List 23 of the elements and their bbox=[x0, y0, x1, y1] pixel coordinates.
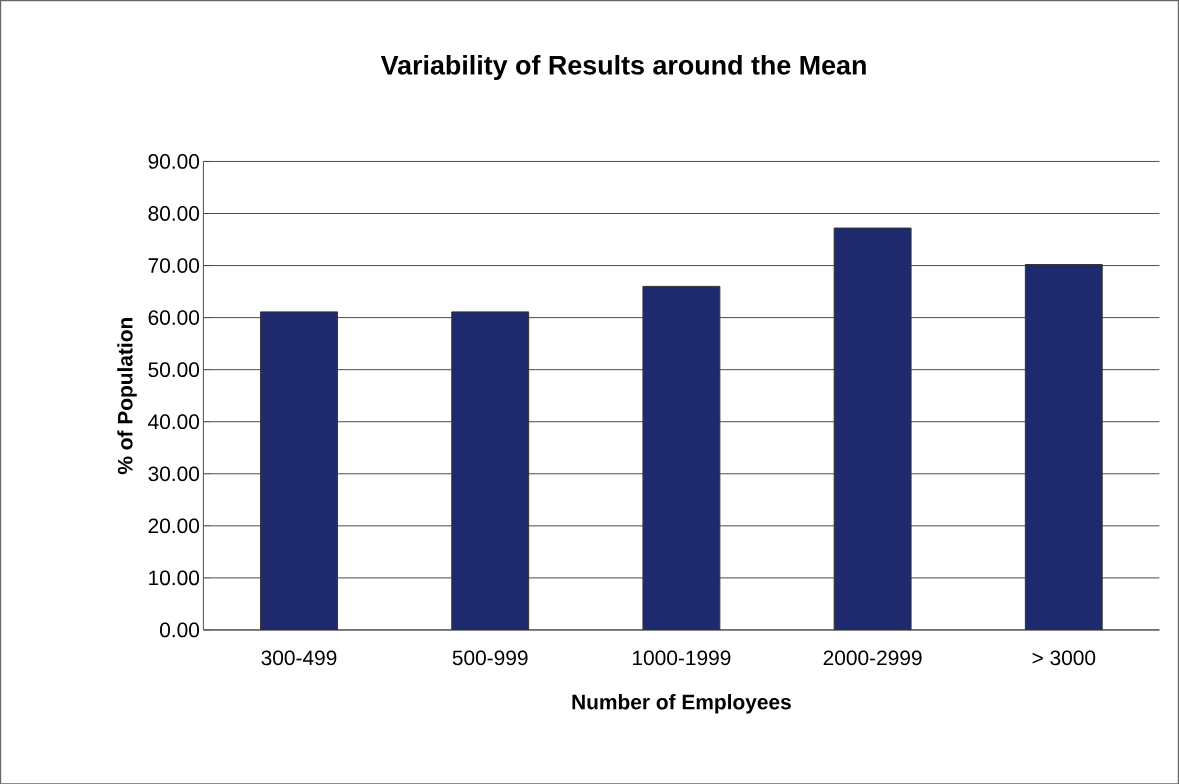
y-tick-label: 90.00 bbox=[148, 153, 200, 169]
y-tick-label: 60.00 bbox=[148, 310, 200, 325]
bar bbox=[833, 227, 912, 630]
y-axis-title: % of Population bbox=[117, 317, 137, 474]
y-tick-label: 70.00 bbox=[148, 257, 200, 273]
bar bbox=[642, 285, 721, 630]
bar bbox=[1024, 263, 1103, 630]
x-tick-label: 1000-1999 bbox=[633, 650, 731, 666]
y-tick-label: 0.00 bbox=[160, 622, 200, 638]
bar bbox=[451, 311, 530, 630]
x-tick-label: 300-499 bbox=[261, 650, 337, 666]
x-tick-label: 2000-2999 bbox=[823, 650, 922, 666]
y-tick-label: 20.00 bbox=[148, 518, 200, 534]
y-tick-label: 30.00 bbox=[148, 466, 200, 481]
y-tick-label: 50.00 bbox=[148, 362, 200, 377]
y-tick-label: 40.00 bbox=[148, 414, 200, 429]
x-axis-title: Number of Employees bbox=[572, 693, 791, 714]
chart-title: Variability of Results around the Mean bbox=[380, 54, 866, 80]
y-tick-label: 80.00 bbox=[148, 205, 200, 221]
x-tick-label: 500-999 bbox=[452, 650, 528, 666]
x-tick-label: > 3000 bbox=[1032, 650, 1096, 666]
y-tick-label: 10.00 bbox=[149, 570, 200, 586]
bar bbox=[260, 311, 338, 630]
